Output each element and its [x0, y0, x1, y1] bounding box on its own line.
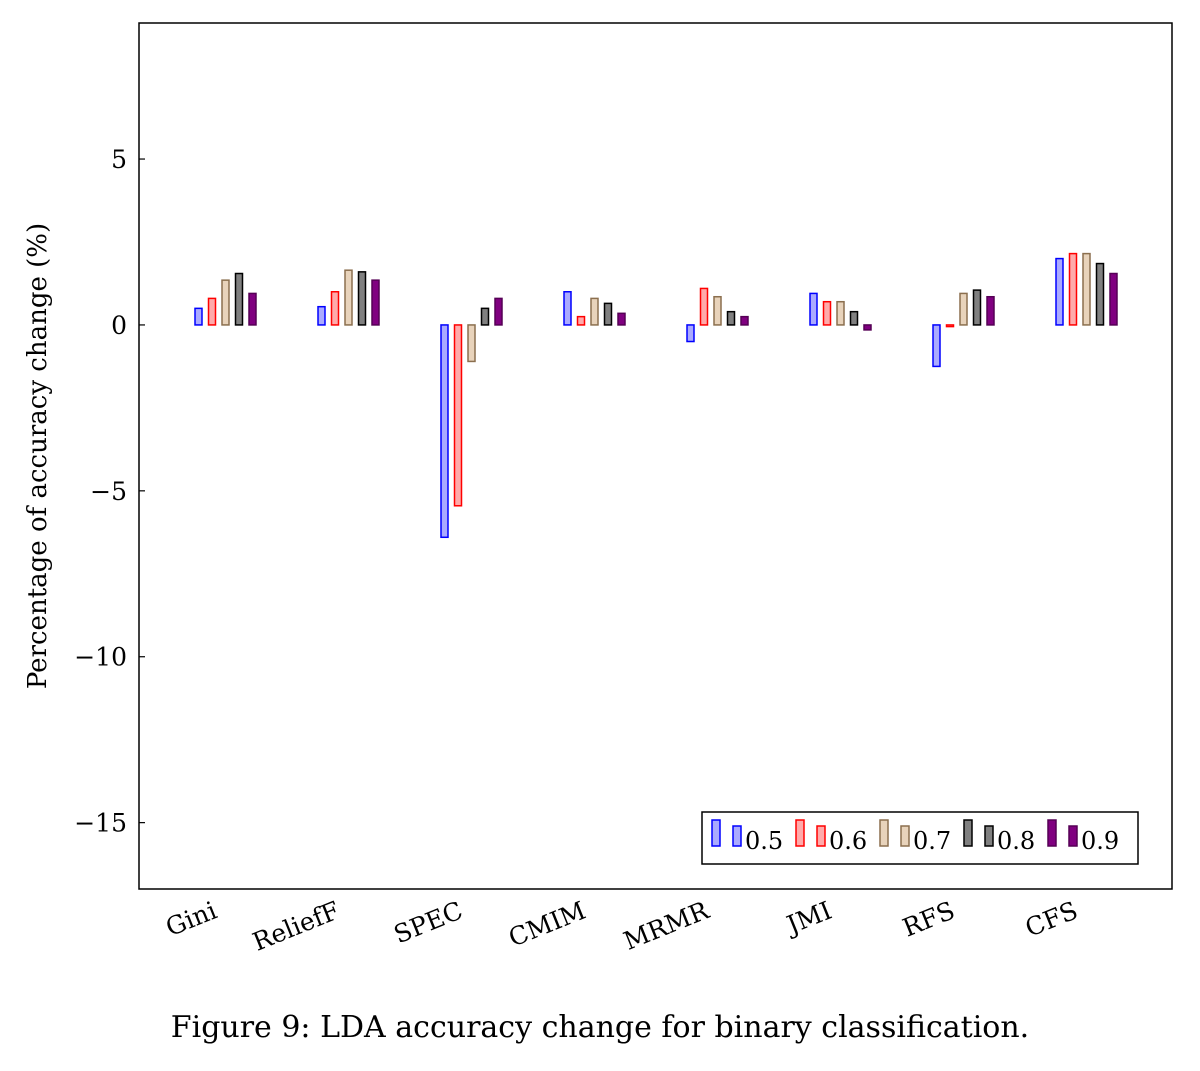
bar — [1109, 272, 1118, 326]
legend: 0.5 0.6 0.7 0.8 0.9 — [701, 811, 1139, 865]
series-0-9 — [248, 272, 1118, 331]
x-tick-label: SPEC — [390, 896, 467, 950]
bar — [494, 297, 503, 326]
bar — [713, 295, 722, 326]
bar — [467, 324, 476, 363]
legend-swatch-tall — [795, 819, 805, 847]
y-tick-label: −5 — [90, 477, 127, 506]
bar — [330, 291, 340, 326]
bar — [686, 324, 695, 343]
bar — [849, 310, 859, 326]
y-axis-ticks: 5 0 −5 −10 −15 — [74, 145, 145, 838]
legend-swatch-tall — [1047, 819, 1057, 847]
bar — [836, 300, 845, 326]
x-tick-label: Gini — [162, 896, 221, 942]
bar — [959, 292, 968, 326]
bar — [248, 292, 257, 326]
bar — [563, 291, 572, 326]
legend-swatch-short — [816, 825, 826, 847]
bar — [480, 307, 490, 326]
bar — [357, 271, 367, 326]
bar — [1082, 252, 1091, 326]
x-tick-label: RFS — [898, 896, 958, 943]
bar — [1095, 262, 1105, 326]
y-tick-label: −15 — [74, 809, 127, 838]
y-axis-label: Percentage of accuracy change (%) — [23, 223, 53, 689]
bar — [603, 302, 613, 326]
bar — [699, 287, 709, 326]
series-0-8 — [234, 262, 1105, 326]
x-tick-label: CMIM — [505, 896, 590, 953]
legend-frame — [701, 811, 1139, 865]
legend-swatch-tall — [963, 819, 973, 847]
bar — [932, 324, 941, 368]
x-tick-label: CFS — [1021, 896, 1082, 943]
legend-label: 0.8 — [997, 827, 1035, 855]
y-tick-label: 0 — [111, 311, 127, 340]
bar — [590, 297, 599, 326]
bar-series-group — [194, 252, 1118, 539]
bar — [986, 295, 995, 326]
bar — [726, 310, 736, 326]
figure-caption: Figure 9: LDA accuracy change for binary… — [170, 1010, 1030, 1045]
legend-swatch-tall — [711, 819, 721, 847]
bar — [344, 269, 353, 326]
bar — [207, 297, 217, 326]
legend-swatch-short — [984, 825, 994, 847]
legend-label: 0.7 — [913, 827, 951, 855]
series-0-6 — [207, 252, 1078, 507]
y-tick-label: −10 — [74, 643, 127, 672]
bar — [194, 307, 203, 326]
legend-swatch-short — [732, 825, 742, 847]
x-axis-tick-labels: Gini ReliefF SPEC CMIM MRMR JMI RFS CFS — [162, 895, 1082, 956]
series-0-5 — [194, 257, 1064, 539]
legend-swatch-short — [1068, 825, 1078, 847]
bar — [809, 292, 818, 326]
bar — [234, 272, 244, 326]
plot-area-frame — [138, 22, 1173, 890]
x-tick-label: JMI — [780, 896, 836, 941]
bar — [972, 289, 982, 326]
y-tick-label: 5 — [111, 145, 127, 174]
legend-label: 0.9 — [1081, 827, 1119, 855]
bar — [1068, 252, 1078, 326]
bar — [453, 324, 463, 507]
bar — [440, 324, 449, 539]
legend-swatch-short — [900, 825, 910, 847]
series-0-7 — [221, 252, 1091, 363]
bar — [576, 315, 586, 326]
legend-label: 0.6 — [829, 827, 867, 855]
bar — [371, 279, 380, 326]
bar — [822, 300, 832, 326]
bar — [317, 305, 326, 326]
bar — [945, 324, 955, 328]
x-tick-label: MRMR — [620, 895, 714, 956]
bar-chart: Percentage of accuracy change (%) 5 0 −5 −1… — [23, 22, 1173, 957]
bar — [863, 324, 872, 331]
bar — [617, 312, 626, 326]
bar — [221, 279, 230, 326]
bar — [1055, 257, 1064, 326]
bar — [740, 315, 749, 326]
legend-label: 0.5 — [745, 827, 783, 855]
x-tick-label: ReliefF — [248, 896, 343, 957]
legend-swatch-tall — [879, 819, 889, 847]
